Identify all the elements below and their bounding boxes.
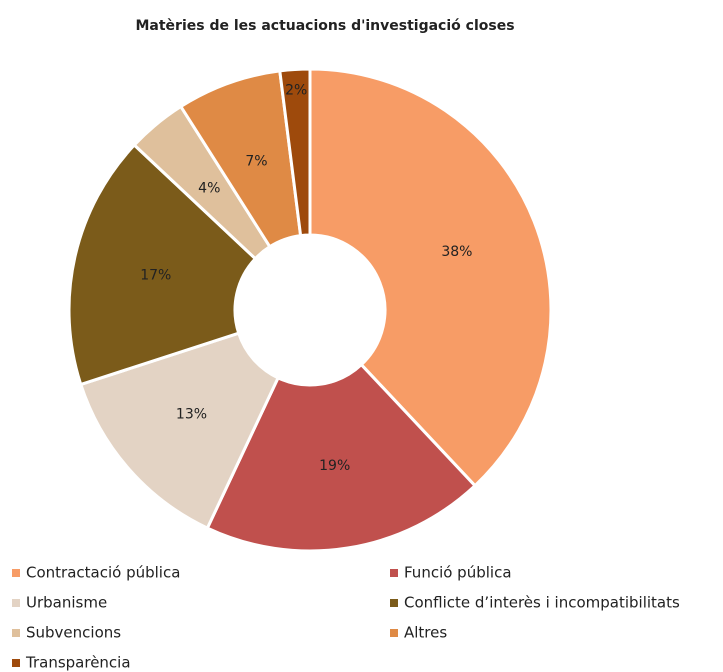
legend-swatch [12,659,20,667]
pie-slice [278,67,312,238]
legend-label: Subvencions [26,624,121,642]
legend-label: Funció pública [404,564,512,582]
pie-slice [205,362,478,553]
legend-label: Altres [404,624,447,642]
slice-label: 2% [285,82,307,98]
chart-title: Matèries de les actuacions d'investigaci… [135,18,514,34]
legend-label: Transparència [25,654,131,672]
slice-label: 38% [441,244,472,260]
slice-label: 19% [319,458,350,474]
legend-swatch [12,599,20,607]
pie-slice [78,331,281,531]
legend-swatch [12,569,20,577]
slice-label: 17% [140,268,171,284]
legend-swatch [390,569,398,577]
pie-slice [67,142,258,387]
slice-label: 13% [176,406,207,422]
legend-swatch [12,629,20,637]
slice-label: 7% [245,153,267,169]
legend-label: Conflicte d’interès i incompatibilitats [404,594,680,612]
legend-label: Urbanisme [26,594,107,612]
legend-swatch [390,599,398,607]
legend-label: Contractació pública [26,564,180,582]
slice-label: 4% [198,180,220,196]
legend-swatch [390,629,398,637]
pie-slice [308,67,553,488]
